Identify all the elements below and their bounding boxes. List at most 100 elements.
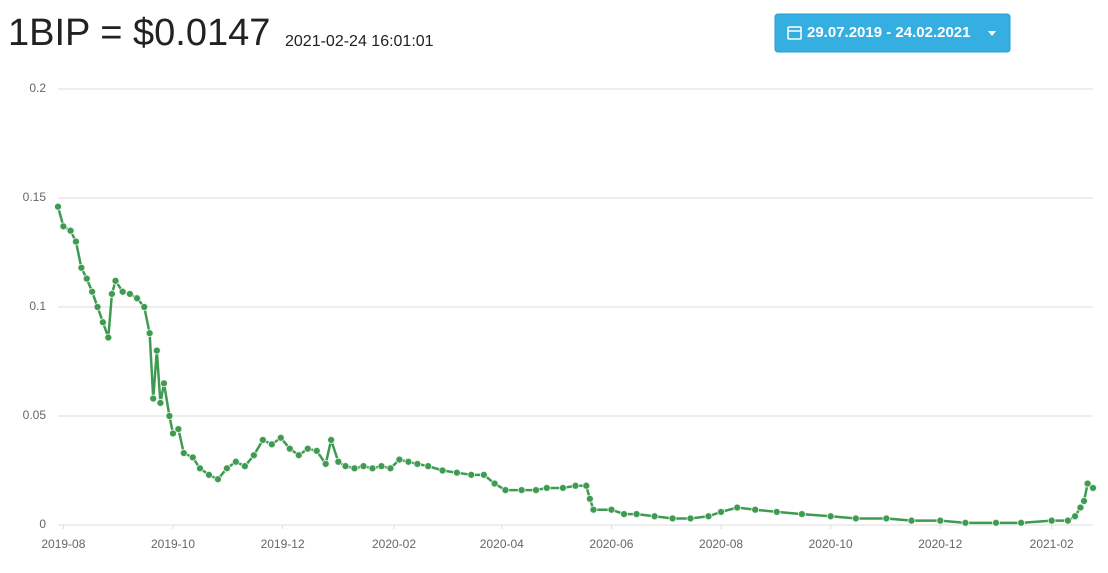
point — [327, 436, 336, 444]
point — [961, 518, 970, 527]
button-bg[interactable] — [774, 13, 1011, 53]
point — [413, 460, 422, 468]
point — [341, 462, 350, 471]
point — [303, 444, 312, 453]
point — [1063, 516, 1072, 525]
point — [501, 486, 510, 495]
point — [249, 451, 258, 460]
point — [214, 475, 222, 484]
point — [717, 508, 725, 516]
point — [1080, 497, 1088, 505]
caret — [988, 31, 996, 36]
point — [149, 394, 158, 403]
point — [1076, 503, 1085, 512]
point — [108, 290, 116, 298]
point — [490, 479, 499, 488]
point — [258, 436, 267, 444]
y-tick-label: 0.1 — [29, 299, 46, 313]
point — [650, 512, 659, 521]
point — [156, 399, 165, 407]
point — [733, 503, 742, 512]
point — [589, 505, 598, 514]
point — [93, 303, 102, 311]
point — [350, 464, 359, 473]
point — [585, 494, 594, 503]
point — [160, 379, 168, 388]
date-range-button[interactable]: 29.07.2019 - 24.02.2021 — [774, 13, 1011, 53]
point — [169, 429, 177, 438]
x-tick-label: 2019-10 — [151, 537, 195, 551]
point — [145, 329, 154, 338]
y-tick-label: 0.2 — [29, 81, 46, 95]
point — [632, 510, 641, 518]
point — [438, 466, 447, 475]
point — [992, 518, 1000, 527]
point — [196, 464, 204, 473]
x-tick-label: 2021-02 — [1030, 537, 1074, 551]
point — [751, 505, 760, 514]
point — [368, 464, 377, 473]
point — [479, 470, 488, 479]
y-tick-label: 0 — [39, 517, 46, 531]
point — [66, 226, 75, 235]
line — [56, 206, 1094, 525]
point — [118, 287, 127, 296]
point — [532, 486, 540, 495]
point — [59, 222, 68, 231]
y-tick-label: 0.05 — [23, 408, 47, 422]
x-tick-label: 2020-06 — [589, 537, 633, 551]
point — [772, 508, 781, 516]
point — [165, 412, 174, 420]
calendar-icon — [787, 26, 802, 40]
point — [1047, 516, 1056, 525]
point — [312, 446, 321, 455]
x-tick-label: 2019-12 — [261, 537, 305, 551]
point — [517, 486, 526, 495]
point — [582, 481, 591, 490]
point — [668, 514, 677, 523]
point — [99, 318, 107, 327]
x-tick-label: 2020-08 — [699, 537, 743, 551]
button-label[interactable]: 29.07.2019 - 24.02.2021 — [807, 24, 970, 41]
point — [334, 457, 343, 466]
point — [377, 462, 386, 471]
y-tick-label: 0.15 — [23, 190, 47, 204]
point — [133, 294, 141, 303]
point — [907, 516, 916, 525]
point — [152, 346, 161, 355]
point — [404, 457, 413, 466]
point — [1071, 512, 1079, 521]
point — [571, 481, 580, 490]
point — [424, 462, 433, 471]
point — [125, 290, 134, 298]
point — [704, 512, 713, 521]
point — [77, 263, 86, 272]
point — [174, 425, 183, 433]
point — [1083, 479, 1092, 488]
price: 1BIP = $0.0147 — [8, 12, 270, 54]
point — [851, 514, 860, 523]
point — [276, 433, 285, 442]
point — [386, 464, 395, 473]
point — [54, 202, 62, 211]
point — [231, 457, 240, 466]
point — [936, 516, 945, 525]
point — [542, 484, 551, 492]
point — [1089, 484, 1097, 492]
point — [88, 287, 97, 296]
x-tick-label: 2019-08 — [41, 537, 85, 551]
x-tick-label: 2020-02 — [372, 537, 416, 551]
point — [559, 484, 567, 492]
point — [104, 333, 113, 342]
point — [882, 514, 891, 523]
point — [179, 449, 188, 457]
point — [72, 237, 80, 246]
point — [453, 468, 461, 477]
point — [321, 460, 330, 468]
point — [205, 470, 213, 479]
timestamp: 2021-02-24 16:01:01 — [285, 33, 434, 50]
point — [686, 514, 695, 523]
point — [111, 276, 120, 285]
